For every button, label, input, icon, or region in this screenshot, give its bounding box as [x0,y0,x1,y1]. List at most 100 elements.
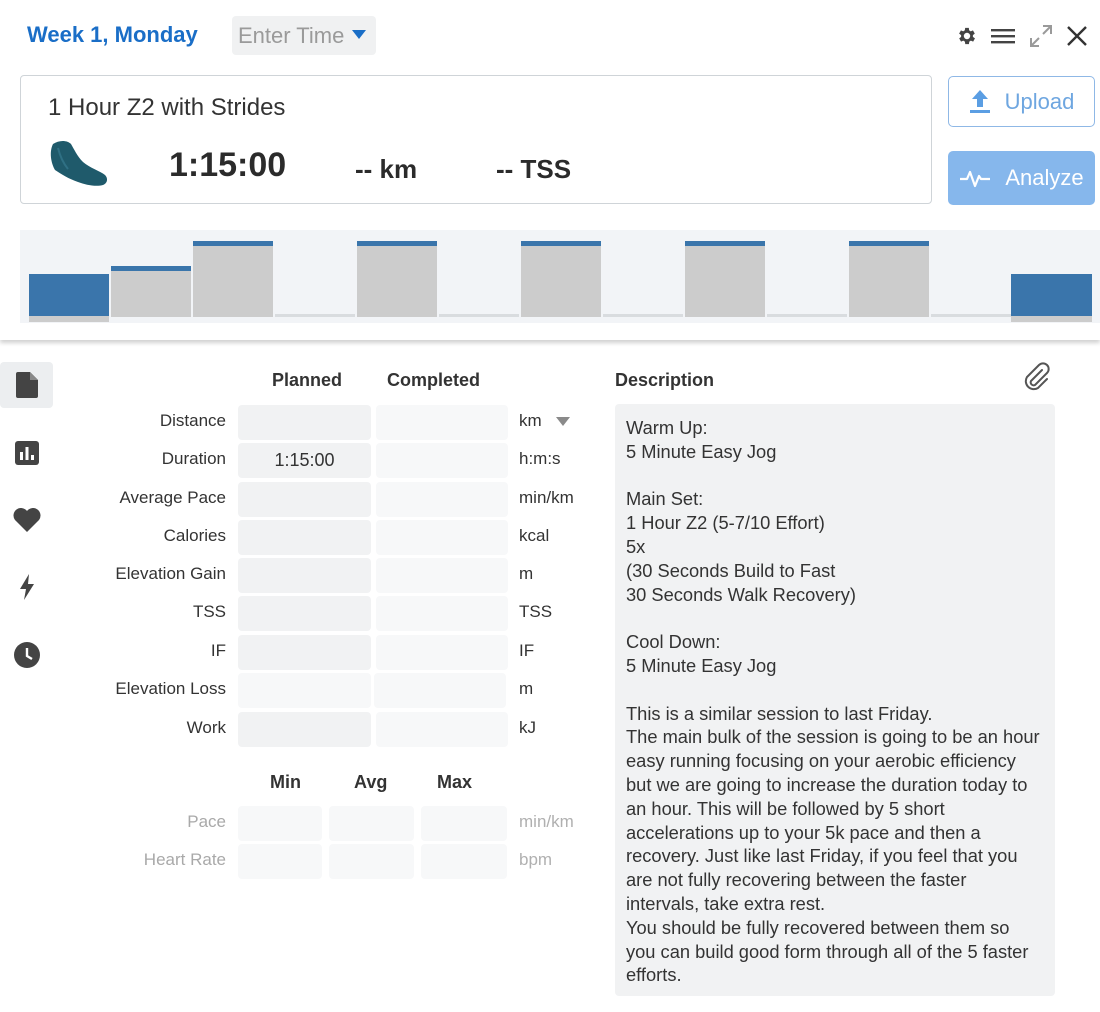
interval-bar[interactable] [439,314,519,317]
distance-stat: -- km [355,154,418,184]
planned-field[interactable] [238,558,371,593]
interval-bar-cap [111,266,191,271]
interval-bar[interactable] [357,241,437,317]
sidebar-item-power[interactable] [0,564,53,610]
completed-field[interactable] [376,712,508,747]
unit-dropdown-caret-icon[interactable] [556,417,570,426]
completed-column-header: Completed [387,370,481,390]
planned-field[interactable] [238,635,371,670]
interval-bar-cap [357,241,437,246]
field-label: Average Pace [119,488,226,507]
interval-bar[interactable] [603,314,683,317]
interval-bar-cap [849,241,929,246]
interval-bar[interactable] [931,314,1011,317]
planned-column-header: Planned [272,370,343,390]
avg-field[interactable] [329,844,414,879]
interval-bar[interactable] [521,241,601,317]
planned-field[interactable] [238,482,371,517]
completed-field[interactable] [376,405,508,440]
metric-label: Heart Rate [143,850,226,869]
unit-label: bpm [519,850,553,869]
field-label: Elevation Loss [115,679,226,698]
analyze-button[interactable]: Analyze [948,151,1095,205]
max-column-header: Max [437,772,473,792]
document-icon [15,372,38,398]
unit-label: IF [519,641,535,660]
upload-label: Upload [1004,88,1075,114]
completed-field[interactable] [376,482,508,517]
field-label: Elevation Gain [115,564,226,583]
planned-field[interactable] [238,520,371,555]
time-select[interactable]: Enter Time [232,16,376,55]
duration-stat: 1:15:00 [169,146,287,184]
interval-bar[interactable] [767,314,847,317]
gear-icon[interactable] [953,22,981,50]
sidebar-item-details[interactable] [0,362,53,408]
workout-structure-chart[interactable] [20,230,1100,323]
lightning-icon [19,574,34,600]
tss-stat: -- TSS [496,154,572,184]
interval-bar-base [1011,316,1092,322]
caret-down-icon [352,30,366,39]
unit-label: h:m:s [519,449,561,468]
completed-field[interactable] [374,673,506,708]
completed-field[interactable] [376,596,508,631]
workout-header: Week 1, Monday Enter Time 1 Hour Z2 with… [0,0,1100,340]
field-label: Work [186,718,226,737]
field-label: Calories [163,526,226,545]
completed-field[interactable] [376,520,508,555]
sidebar-item-analysis[interactable] [0,430,53,476]
unit-label: TSS [519,602,553,621]
interval-bar[interactable] [193,241,273,317]
interval-bar-cap [521,241,601,246]
interval-bar-cap [685,241,765,246]
upload-icon [969,89,990,113]
interval-bar[interactable] [111,266,191,317]
analyze-label: Analyze [1005,165,1084,190]
field-label: Duration [161,449,226,468]
time-select-placeholder: Enter Time [238,23,345,48]
unit-label: kcal [519,526,550,545]
heart-icon [13,508,40,532]
pulse-icon [960,170,991,188]
interval-bar-base [29,316,109,322]
upload-button[interactable]: Upload [948,76,1095,127]
week-day-title: Week 1, Monday [27,22,198,47]
min-field[interactable] [238,806,322,841]
completed-field[interactable] [376,558,508,593]
description-textarea[interactable]: Warm Up: 5 Minute Easy Jog Main Set: 1 H… [615,404,1055,996]
running-shoe-icon [49,140,109,195]
menu-icon[interactable] [989,22,1017,50]
field-label: IF [210,641,226,660]
avg-field[interactable] [329,806,414,841]
expand-icon[interactable] [1027,22,1055,50]
interval-bar[interactable] [275,314,355,317]
interval-bar[interactable] [29,274,109,317]
clock-icon [13,642,40,668]
workout-title[interactable]: 1 Hour Z2 with Strides [48,94,286,121]
planned-field[interactable] [238,673,371,708]
close-icon[interactable] [1063,22,1091,50]
planned-field[interactable] [238,405,371,440]
unit-label: min/km [519,488,574,507]
avg-column-header: Avg [354,772,388,792]
sidebar-item-history[interactable] [0,632,53,678]
interval-bar[interactable] [685,241,765,317]
field-label: TSS [192,602,226,621]
interval-bar[interactable] [849,241,929,317]
unit-label: km [519,411,542,430]
planned-field[interactable]: 1:15:00 [238,443,371,478]
paperclip-icon[interactable] [1022,362,1050,397]
field-label: Distance [159,411,226,430]
planned-field[interactable] [238,596,371,631]
min-field[interactable] [238,844,322,879]
completed-field[interactable] [376,443,508,478]
interval-bar-cap [193,241,273,246]
completed-field[interactable] [376,635,508,670]
interval-bar[interactable] [1011,274,1092,317]
planned-field[interactable] [238,712,371,747]
unit-label: m [519,679,534,698]
sidebar-item-health[interactable] [0,497,53,543]
max-field[interactable] [421,806,507,841]
max-field[interactable] [421,844,507,879]
